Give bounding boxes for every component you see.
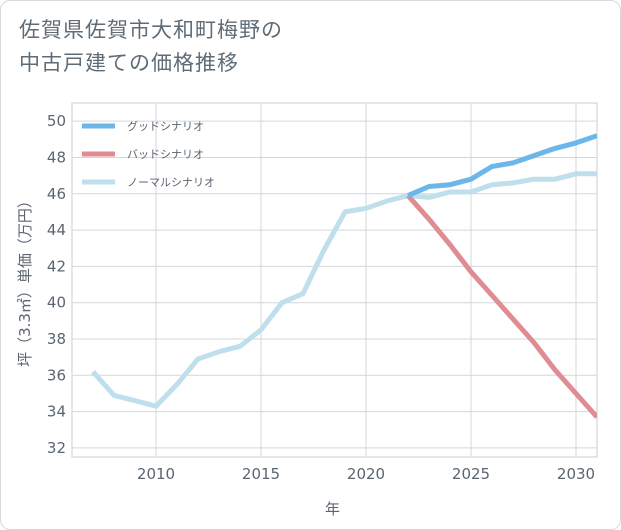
- y-tick-label: 46: [47, 185, 66, 203]
- x-axis-label: 年: [325, 500, 340, 518]
- normal-scenario-line: [91, 171, 597, 409]
- y-tick-label: 44: [47, 221, 66, 239]
- legend-normal-scenario: ノーマルシナリオ: [82, 176, 215, 189]
- y-tick-label: 40: [47, 294, 66, 312]
- y-tick-label: 36: [47, 366, 66, 384]
- legend-bad-scenario: バッドシナリオ: [82, 148, 204, 161]
- y-tick-label: 38: [47, 330, 66, 348]
- legend-bad-scenario-label: バッドシナリオ: [127, 148, 204, 161]
- bad-scenario-line: [406, 193, 597, 419]
- legend-normal-scenario-label: ノーマルシナリオ: [127, 176, 215, 189]
- x-tick-label: 2015: [242, 465, 280, 483]
- plot-area-frame: [71, 102, 598, 458]
- legend-good-scenario: グッドシナリオ: [82, 119, 204, 133]
- x-tick-label: 2030: [557, 465, 595, 483]
- legend-good-scenario-label: グッドシナリオ: [127, 119, 204, 133]
- x-tick-label: 2010: [137, 465, 175, 483]
- x-tick-label: 2025: [452, 465, 490, 483]
- y-axis-label: 坪（3.3㎡）単価（万円）: [16, 193, 34, 367]
- y-tick-label: 42: [47, 257, 66, 275]
- y-tick-label: 32: [47, 439, 66, 457]
- x-tick-label: 2020: [347, 465, 385, 483]
- chart-title-line-2: 中古戸建ての価格推移: [19, 51, 239, 75]
- chart-title: 佐賀県佐賀市大和町梅野の 中古戸建ての価格推移: [19, 14, 579, 80]
- chart-title-line-1: 佐賀県佐賀市大和町梅野の: [19, 18, 283, 42]
- y-tick-label: 34: [47, 403, 66, 421]
- y-tick-label: 50: [47, 112, 66, 130]
- good-scenario-line: [407, 133, 597, 198]
- y-tick-label: 48: [47, 148, 66, 166]
